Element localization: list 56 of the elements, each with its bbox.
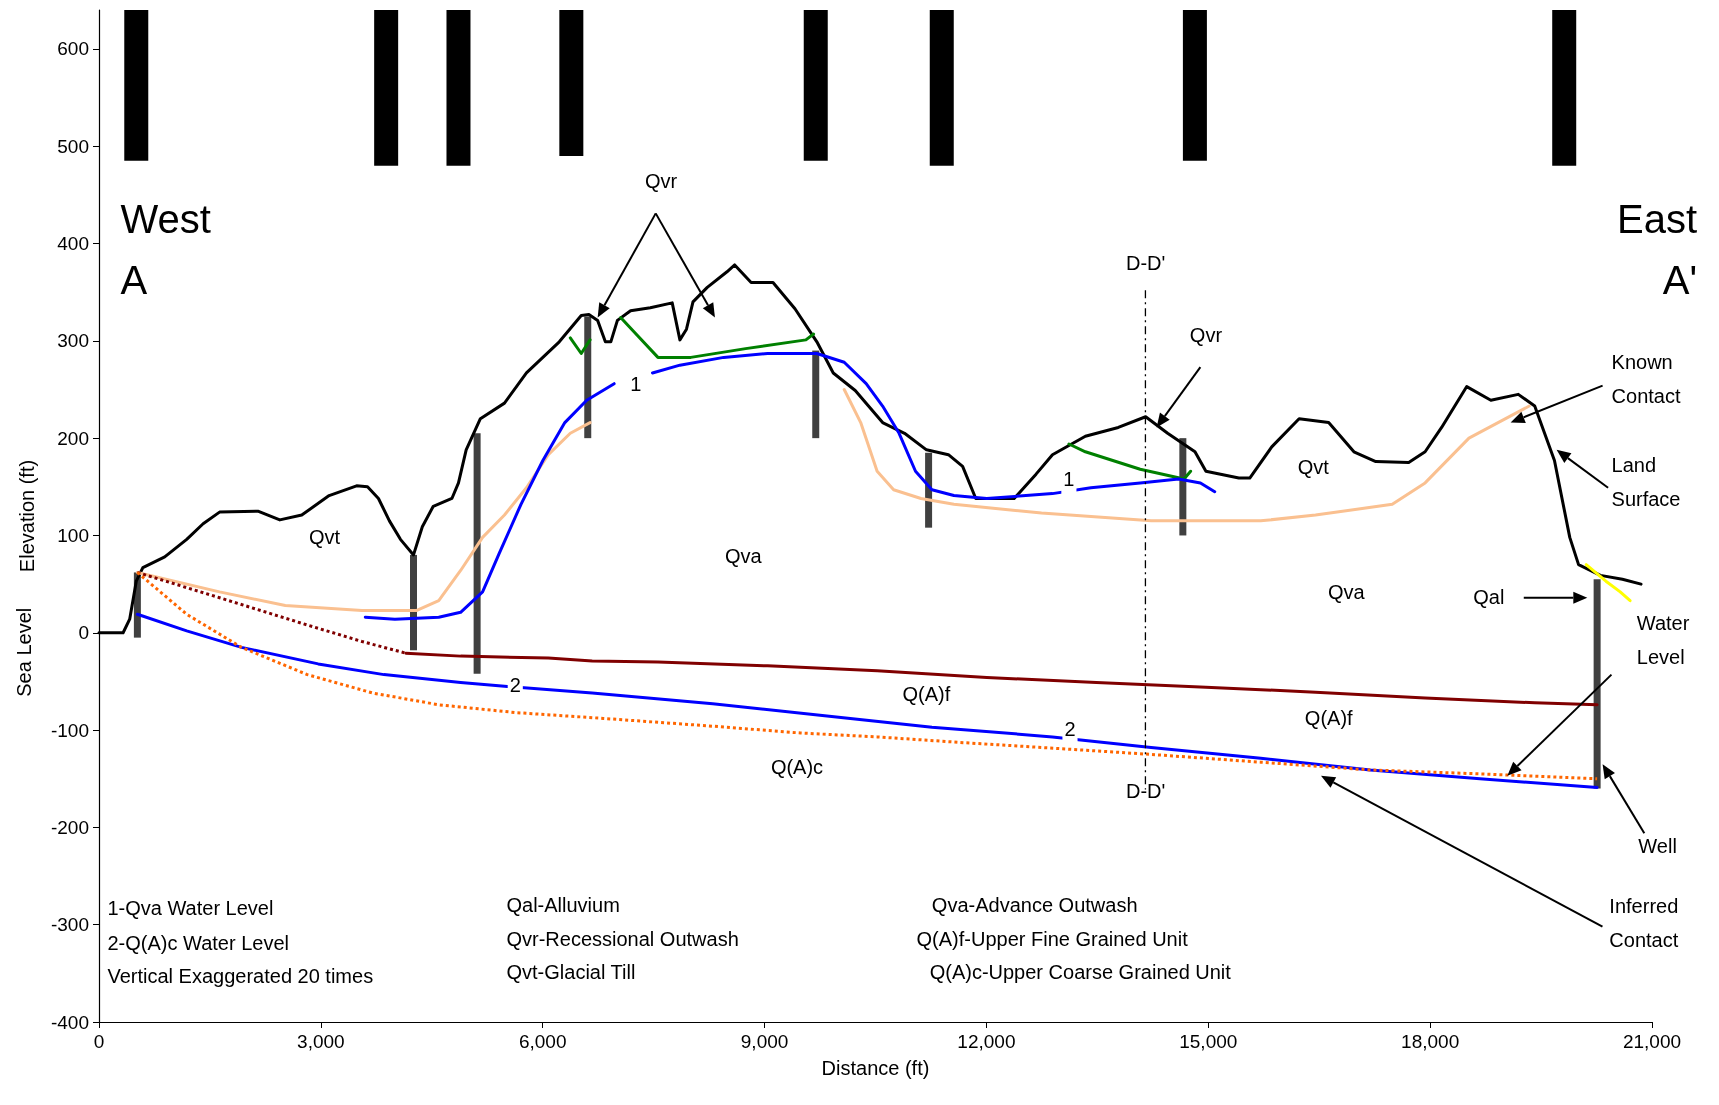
- y-axis-title: Elevation (ft): [16, 459, 38, 573]
- annotation: Land Surface: [1611, 454, 1681, 511]
- annotation: Qal-Alluvium: [506, 894, 620, 917]
- y-tick-label: -100: [50, 719, 89, 741]
- annotation: Vertical Exaggerated 20 times: [107, 964, 374, 987]
- y-tick-label: -400: [50, 1011, 89, 1033]
- annotation: Q(A)f: [1304, 707, 1354, 730]
- y-tick-label: 200: [57, 427, 89, 449]
- annotation: Qvr: [644, 169, 678, 192]
- annotation: 2: [1064, 717, 1076, 740]
- x-tick-label: 12,000: [957, 1031, 1016, 1052]
- y-tick-label: -200: [50, 816, 89, 838]
- annotation: 1-Qva Water Level: [107, 896, 274, 919]
- x-tick-label: 18,000: [1401, 1031, 1460, 1052]
- annotation: A: [120, 257, 148, 302]
- annotation: Q(A)f: [902, 682, 951, 705]
- annotation: 2: [509, 674, 521, 697]
- annotation: Qva: [1327, 580, 1366, 603]
- x-tick-label: 9,000: [740, 1031, 789, 1052]
- annotation: Qva: [724, 544, 763, 567]
- annotation: Q(A)f-Upper Fine Grained Unit: [916, 928, 1189, 951]
- annotation: Water Level: [1636, 612, 1690, 669]
- y-tick-label: 300: [57, 330, 89, 352]
- x-tick-label: 3,000: [297, 1031, 345, 1052]
- annotation: Inferred Contact: [1609, 895, 1679, 952]
- text: A': [1662, 257, 1698, 302]
- annotation: Known Contact: [1611, 351, 1681, 408]
- annotation: Qal: [1473, 586, 1505, 609]
- annotation: Qvt: [308, 526, 341, 549]
- y-tick-label: 0: [78, 622, 89, 644]
- x-axis-title: Distance (ft): [821, 1057, 930, 1079]
- annotation: Q(A)c-Upper Coarse Grained Unit: [929, 961, 1232, 984]
- annotation: Qvr-Recessional Outwash: [506, 928, 739, 951]
- y-tick-label: 400: [57, 233, 89, 255]
- annotation: 1: [630, 372, 642, 395]
- annotation: Qvt: [1297, 455, 1330, 478]
- x-tick-label: 0: [93, 1031, 105, 1052]
- annotation: Qvt-Glacial Till: [506, 961, 636, 984]
- annotation: East: [1617, 197, 1698, 242]
- annotation: 1: [1063, 468, 1075, 491]
- annotation: 2-Q(A)c Water Level: [107, 931, 289, 954]
- annotation: Well: [1638, 835, 1677, 858]
- y-tick-label: 500: [57, 135, 89, 157]
- annotation: D-D': [1125, 252, 1166, 275]
- x-tick-label: 21,000: [1622, 1031, 1682, 1052]
- y-tick-label: 600: [57, 38, 89, 60]
- annotation: Qva-Advance Outwash: [931, 894, 1138, 917]
- annotation: Qvr: [1189, 324, 1223, 347]
- text: Sea Level: [13, 607, 36, 697]
- annotation: West: [120, 197, 211, 242]
- annotation: Q(A)c: [770, 756, 824, 779]
- x-tick-label: 15,000: [1179, 1031, 1238, 1052]
- x-tick-label: 6,000: [518, 1031, 567, 1052]
- y-tick-label: 100: [57, 524, 89, 546]
- y-tick-label: -300: [50, 914, 89, 936]
- annotation: D-D': [1125, 780, 1166, 803]
